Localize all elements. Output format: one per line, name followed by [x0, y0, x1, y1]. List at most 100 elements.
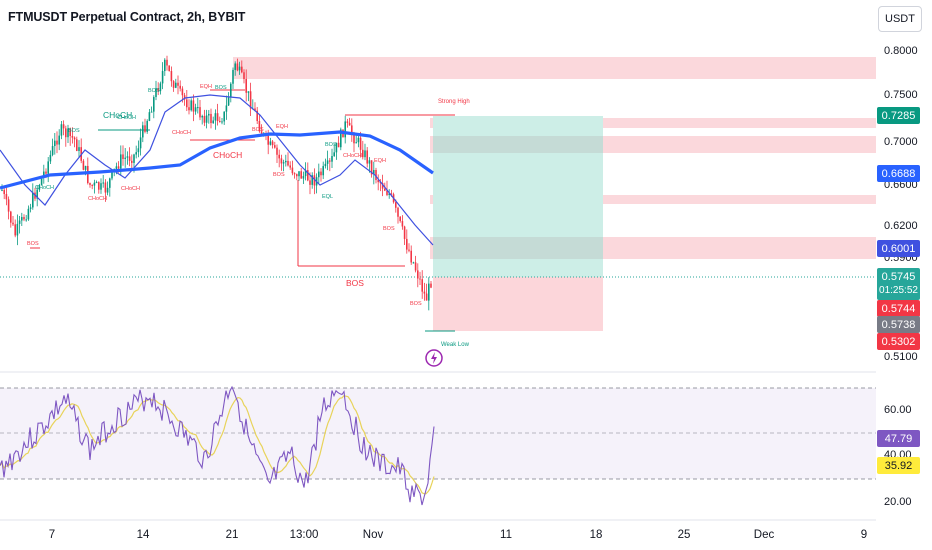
time-label: 18 — [589, 529, 603, 541]
candle-body — [82, 160, 85, 170]
position-profit-zone — [433, 116, 603, 277]
candle-body — [230, 83, 232, 98]
candle-body — [417, 270, 419, 279]
candle-body — [58, 135, 60, 145]
candle-body — [122, 154, 124, 159]
candle-body — [278, 154, 280, 159]
candle-body — [425, 293, 428, 301]
candle-body — [362, 149, 364, 158]
rsi-value-tag: 47.79 — [877, 430, 920, 447]
candle-body — [216, 113, 219, 122]
chart-canvas[interactable]: Strong High Weak Low BOS CHoCH CHoCH BOS… — [0, 0, 876, 550]
candle-body — [144, 125, 146, 132]
candle-body — [49, 154, 52, 162]
candle-body — [199, 107, 201, 118]
candle-body — [423, 291, 426, 294]
candle-body — [54, 140, 56, 147]
candle-body — [60, 124, 63, 136]
bos-label: BOS — [148, 88, 160, 94]
time-label: 11 — [500, 529, 512, 541]
rsi-axis-label: 20.00 — [884, 496, 912, 508]
time-label: 25 — [677, 529, 691, 541]
rsi-axis-label: 60.00 — [884, 404, 912, 416]
candle-body — [430, 283, 432, 288]
candle-body — [175, 82, 177, 88]
candle-body — [115, 166, 118, 169]
rsi-ma-tag: 35.92 — [877, 457, 920, 474]
currency-button[interactable]: USDT — [878, 6, 922, 32]
candle-body — [428, 283, 430, 301]
candle-body — [419, 278, 421, 280]
price-label: 0.7500 — [884, 89, 918, 101]
bos-label: BOS — [346, 278, 364, 288]
candle-body — [340, 129, 342, 148]
price-label: 0.7000 — [884, 136, 918, 148]
last-price-tag: 0.5745 01:25:52 — [877, 268, 920, 300]
candle-body — [100, 183, 102, 190]
choch-label: CHoCH — [172, 130, 191, 136]
candle-body — [93, 182, 96, 186]
candle-body — [326, 160, 329, 164]
candle-body — [106, 187, 109, 193]
candle-body — [381, 183, 384, 189]
time-label: 14 — [136, 529, 150, 541]
candle-body — [258, 121, 261, 132]
candle-body — [384, 188, 386, 191]
candle-body — [318, 171, 320, 178]
choch-label: CHoCH — [35, 185, 54, 191]
candle-body — [56, 140, 58, 145]
candle-body — [159, 83, 162, 92]
candle-body — [256, 110, 258, 122]
candle-body — [181, 88, 184, 96]
candle-body — [366, 150, 368, 164]
candle-body — [322, 166, 324, 176]
candle-body — [40, 177, 43, 186]
candle-body — [254, 108, 256, 111]
candle-body — [179, 85, 181, 89]
candle-body — [364, 150, 366, 158]
candle-body — [7, 199, 10, 212]
candle-body — [190, 100, 192, 111]
candle-body — [89, 183, 91, 185]
candle-body — [373, 170, 375, 175]
lightning-icon[interactable] — [425, 349, 443, 367]
eqh-label: EQH — [200, 84, 212, 90]
strong-high-tag: 0.7285 — [877, 107, 920, 124]
supply-zone — [233, 57, 876, 79]
candle-body — [73, 137, 76, 140]
bos-label: BOS — [252, 127, 264, 133]
ask-tag: 0.5738 — [877, 316, 920, 333]
candle-body — [87, 165, 89, 184]
candle-body — [102, 182, 104, 184]
candle-body — [183, 95, 186, 100]
candle-body — [157, 88, 159, 92]
candle-body — [45, 171, 47, 174]
candle-body — [25, 219, 27, 221]
candle-body — [287, 160, 289, 166]
candle-body — [293, 173, 296, 175]
candle-body — [168, 65, 170, 72]
candle-body — [16, 223, 19, 236]
candle-body — [368, 160, 371, 164]
candle-body — [359, 137, 362, 150]
candle-body — [269, 141, 272, 145]
candle-body — [395, 202, 397, 208]
time-label: 7 — [48, 529, 56, 541]
candle-body — [38, 185, 41, 190]
candle-body — [135, 152, 137, 155]
candle-body — [348, 122, 351, 126]
candle-body — [333, 152, 335, 157]
candle-body — [324, 163, 327, 167]
candle-body — [412, 262, 415, 264]
candle-body — [150, 111, 153, 113]
candlestick-series — [1, 55, 432, 311]
candle-body — [285, 160, 287, 163]
candle-body — [232, 69, 234, 84]
ema-line — [0, 94, 434, 246]
candle-body — [47, 161, 49, 174]
candle-body — [120, 154, 122, 169]
price-label: 0.5100 — [884, 351, 918, 363]
candle-body — [153, 97, 155, 112]
candle-body — [23, 217, 25, 220]
candle-body — [172, 81, 175, 88]
